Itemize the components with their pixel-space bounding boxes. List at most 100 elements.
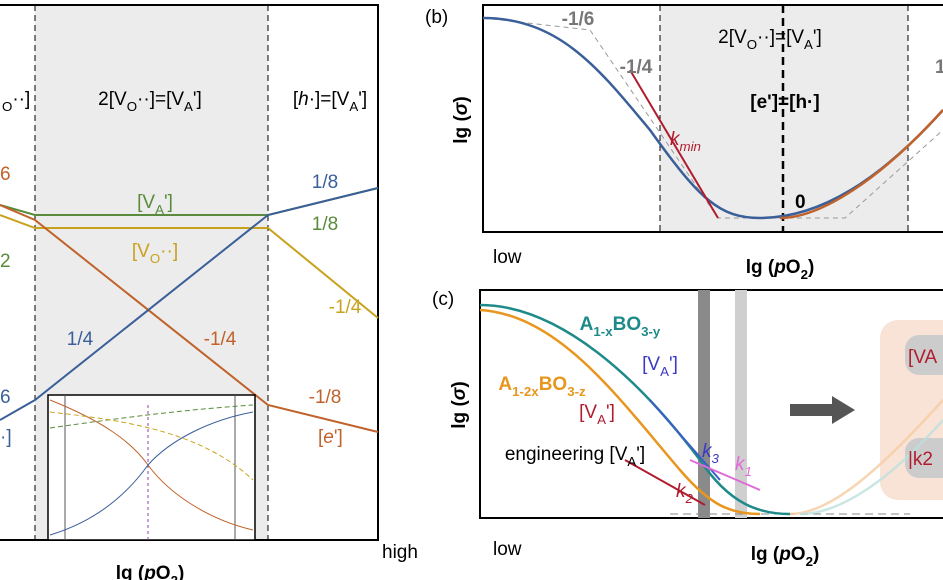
curve (799, 419, 943, 516)
text-part: A (184, 99, 193, 114)
text-part: ) (813, 544, 819, 565)
slope: 1/8 (312, 172, 338, 193)
tangent (624, 459, 706, 506)
text-part: lg ( (746, 257, 775, 278)
text-part: BO (613, 314, 642, 335)
tangent (629, 69, 719, 219)
slope: 0 (795, 192, 806, 213)
text-part: O (786, 257, 801, 278)
text-part: A (155, 202, 164, 217)
band (735, 290, 747, 518)
frame (482, 4, 943, 233)
text-part: '] (669, 354, 678, 375)
text-part: e (323, 427, 334, 448)
text-part: O (150, 251, 160, 266)
curve (779, 109, 943, 220)
inset-curve (49, 404, 254, 429)
slope: -1/4 (329, 297, 362, 318)
text-part: lg ( (751, 544, 780, 565)
text-part: [ (318, 427, 324, 448)
curve (789, 399, 943, 516)
species-label: [VA'] (137, 192, 173, 217)
text-part: A (349, 99, 358, 114)
x-end-label: low (493, 247, 522, 268)
k-label: k1 (735, 454, 752, 479)
k-label: k3 (702, 441, 720, 466)
text-part: 2 (801, 267, 808, 282)
text-part: ··] (160, 241, 178, 262)
slope: 1/4 (935, 57, 943, 78)
text-part: '] (813, 27, 822, 48)
preview-text: |k2 (908, 449, 933, 470)
slope: -1/6 (562, 9, 595, 30)
text-part: A (498, 374, 512, 395)
text-part: k (735, 454, 746, 475)
edge-label: 6 (0, 387, 11, 408)
text-part: A (597, 412, 606, 427)
text-part: h (298, 89, 309, 110)
text-part: O (791, 544, 806, 565)
slope: -1/8 (309, 387, 342, 408)
text-part: A (804, 37, 813, 52)
x-end-label: high (382, 542, 418, 563)
slope: 1/8 (312, 214, 338, 235)
text-part: ··]=[V (757, 27, 804, 48)
frame (479, 289, 943, 519)
text-part: lg ( (449, 400, 470, 429)
text-part: lg ( (116, 563, 145, 580)
text-part: 3-y (641, 324, 661, 339)
vacancy: [VA'] (642, 354, 678, 379)
text-part: lg ( (451, 115, 472, 144)
text-part: σ (449, 386, 470, 400)
text-part: 3-z (567, 384, 586, 399)
regime-label: [h·]=[VA'] (293, 89, 367, 114)
inset-curve (49, 411, 254, 536)
text-part: A (660, 364, 669, 379)
text-part: [ (293, 89, 299, 110)
compound: A1-2xBO3-z (498, 374, 586, 399)
text-part: [V (579, 402, 597, 423)
text-part: 1-x (593, 324, 613, 339)
text-part: σ (451, 101, 472, 115)
text-part: ) (808, 257, 814, 278)
edge-label: 6 (0, 164, 11, 185)
text-part: 2[V (718, 27, 747, 48)
panel-c: (c) A1-xBO3-y [VA'] A1-2xBO3-z [VA'] eng… (432, 289, 943, 569)
text-part: A (627, 454, 636, 469)
tangent (689, 459, 761, 491)
text-part: 2 (806, 554, 813, 569)
panel-label: (c) (432, 289, 454, 310)
regime-label: 2[VO··]=[VA'] (98, 89, 202, 114)
text-part: k (702, 441, 713, 462)
x-end-label: low (493, 539, 522, 560)
edge-label: ·] (0, 427, 12, 448)
band (698, 290, 710, 518)
text-part: k (670, 129, 681, 150)
text-part: ) (178, 563, 184, 580)
inset (47, 394, 256, 541)
condition: [e']=[h·] (750, 92, 819, 113)
panel-label: (b) (425, 7, 448, 28)
text-part: k (676, 481, 687, 502)
text-part: ··] (12, 89, 30, 110)
compound: A1-xBO3-y (580, 314, 661, 339)
text-part: [V (642, 354, 660, 375)
tangent (649, 399, 721, 481)
curve-e (0, 204, 379, 433)
text-part: 2[V (98, 89, 127, 110)
y-axis-label: lg (σ) (451, 96, 472, 143)
text-part: 1 (745, 464, 752, 479)
text-part: ) (449, 381, 470, 387)
text-part: [V (132, 241, 150, 262)
text-part: O (156, 563, 171, 580)
text-part: 3 (712, 451, 720, 466)
y-axis-label: lg (σ) (449, 381, 470, 428)
arrow (790, 396, 855, 424)
text-part: '] (636, 444, 645, 465)
text-part: '] (606, 402, 615, 423)
curve-vo (0, 214, 379, 319)
text-part: A (580, 314, 594, 335)
panel-b: (b) -1/6 -1/4 1/4 2[VO··]=[VA'] [e']=[h·… (425, 4, 943, 282)
text-part: min (680, 139, 701, 154)
